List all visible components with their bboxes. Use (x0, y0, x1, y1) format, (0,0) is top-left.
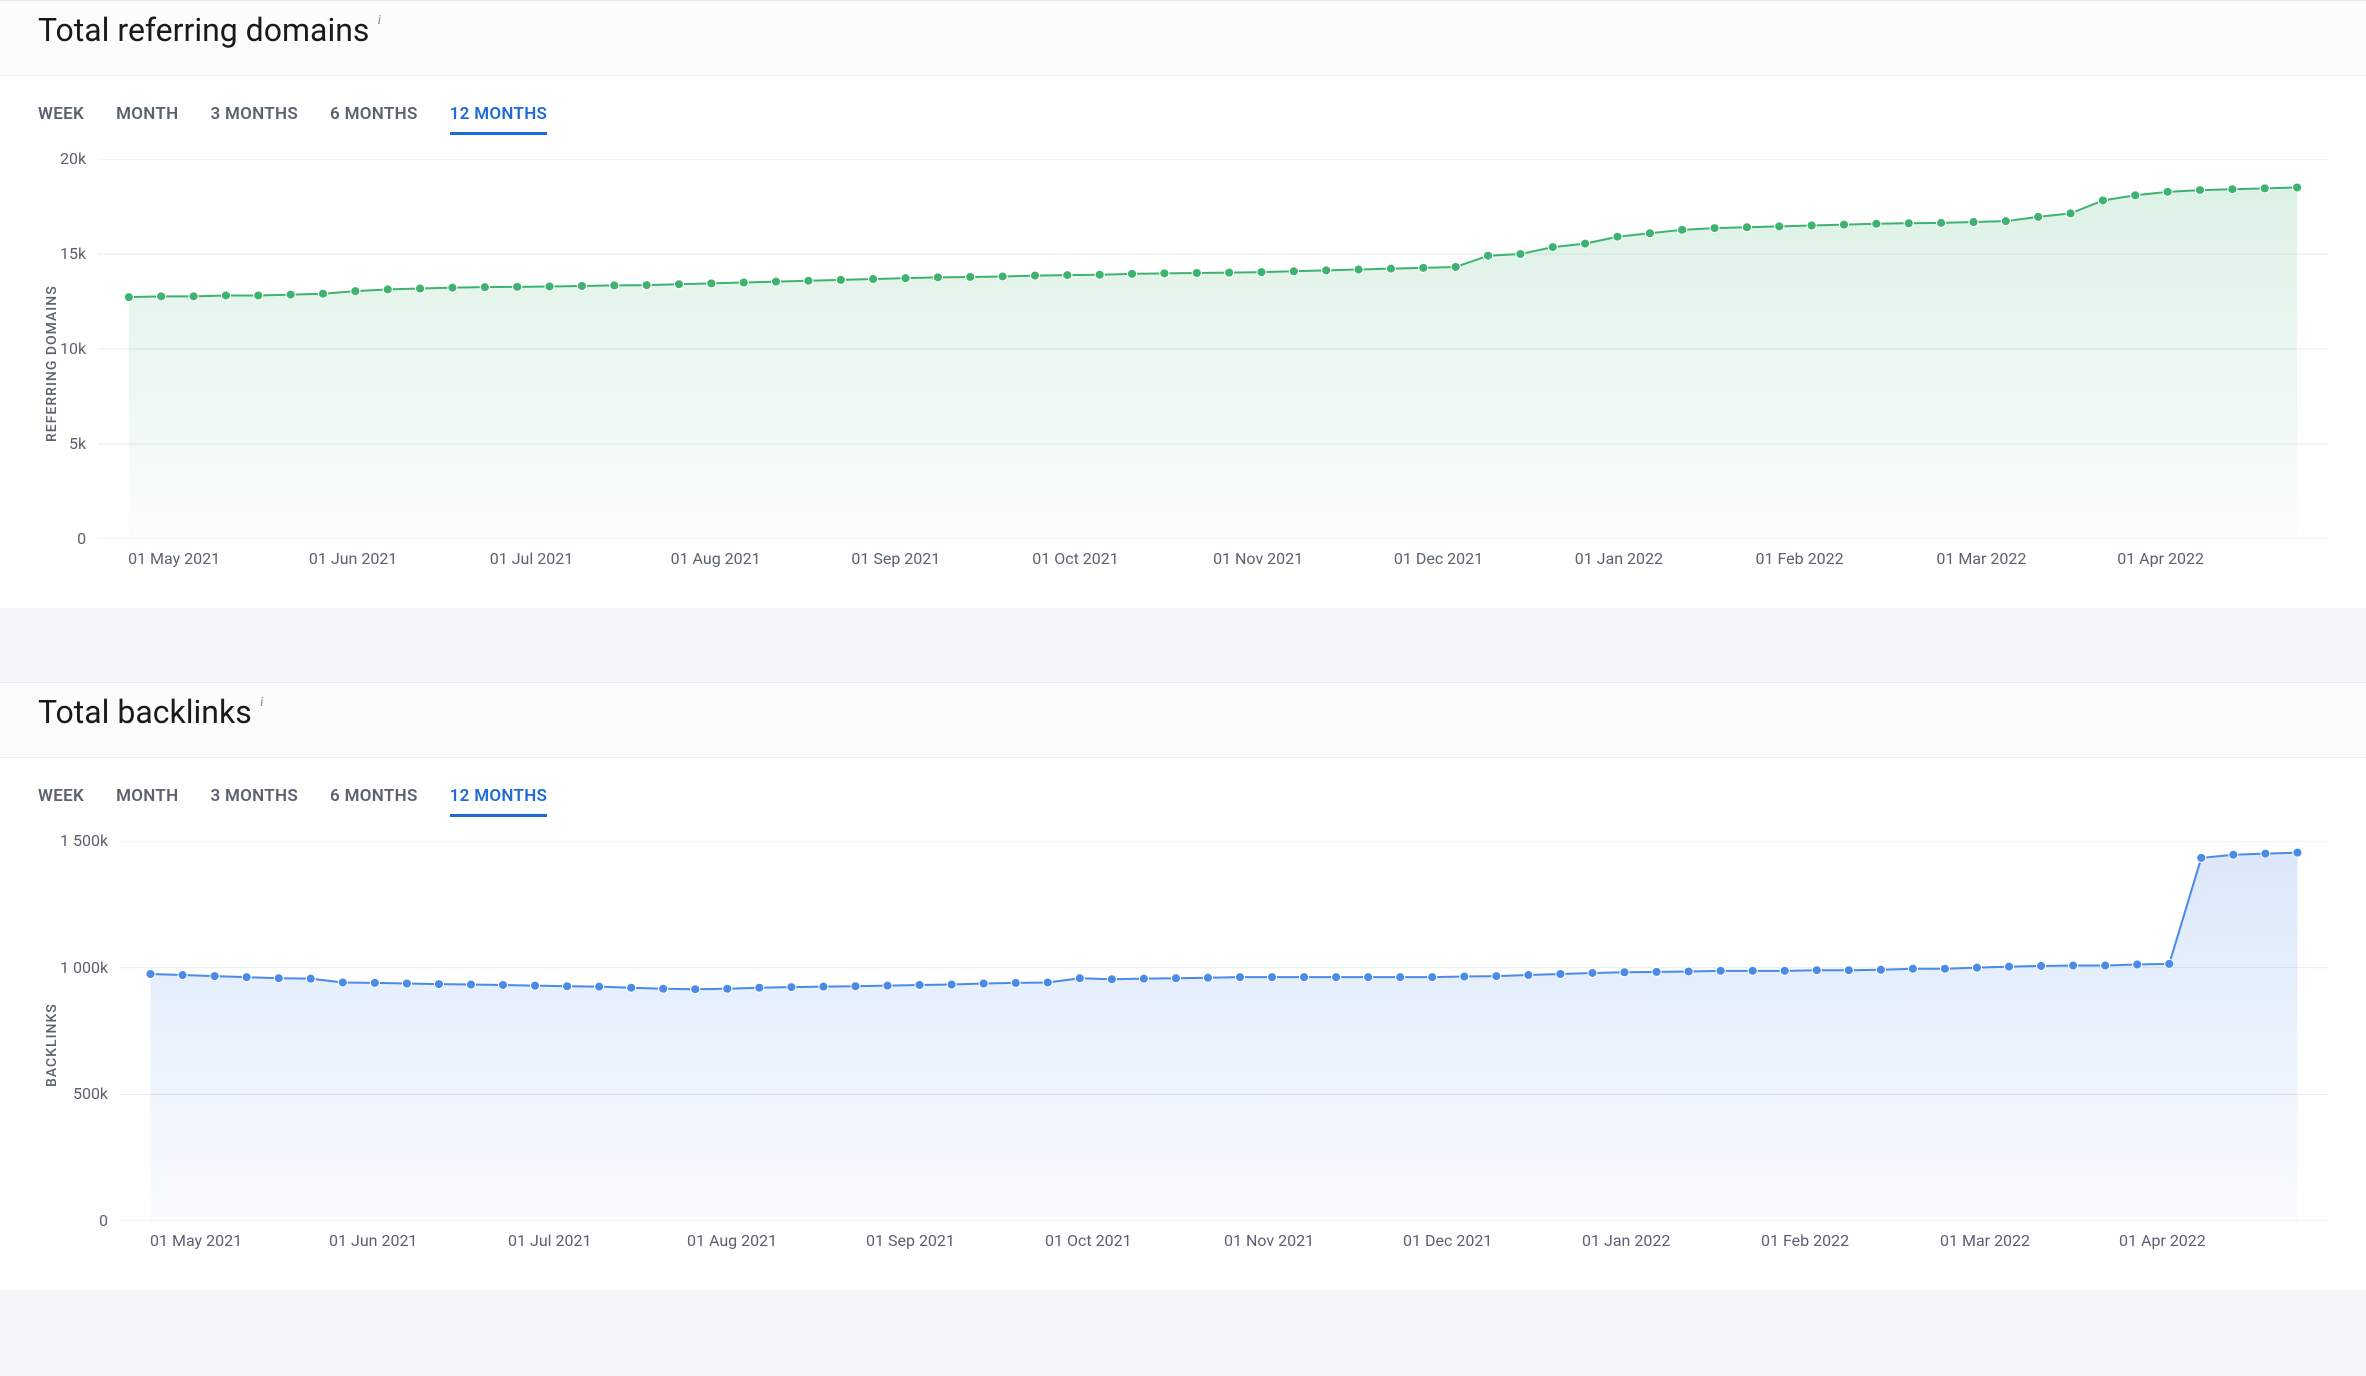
time-range-tab[interactable]: WEEK (38, 786, 84, 817)
backlinks-panel: Total backlinks i WEEK MONTH 3 MONTHS 6 MON… (0, 682, 2366, 1290)
x-tick-label: 01 Sep 2021 (851, 549, 1032, 568)
x-tick-label: 01 Dec 2021 (1403, 1231, 1582, 1250)
panel-header: Total backlinks i (0, 683, 2366, 758)
y-axis-ticks: 1 500k1 000k500k0 (60, 841, 120, 1221)
chart-zone: REFERRING DOMAINS 20k15k10k5k0 01 May 20… (38, 159, 2328, 568)
x-tick-label: 01 Mar 2022 (1940, 1231, 2119, 1250)
x-tick-label: 01 Mar 2022 (1936, 549, 2117, 568)
plot-area (120, 841, 2328, 1221)
time-range-tab[interactable]: 6 MONTHS (330, 104, 418, 135)
x-tick-label: 01 Nov 2021 (1213, 549, 1394, 568)
x-tick-label: 01 Feb 2022 (1756, 549, 1937, 568)
chart-zone: BACKLINKS 1 500k1 000k500k0 01 May 20210… (38, 841, 2328, 1250)
x-tick-label: 01 Apr 2022 (2117, 549, 2298, 568)
x-tick-label: 01 Jul 2021 (490, 549, 671, 568)
panel-title-text: Total backlinks (38, 693, 252, 731)
x-tick-label: 01 Aug 2021 (671, 549, 852, 568)
x-tick-label: 01 Apr 2022 (2119, 1231, 2298, 1250)
time-range-tab[interactable]: MONTH (116, 786, 178, 817)
panel-body: WEEK MONTH 3 MONTHS 6 MONTHS 12 MONTHS BACKL… (0, 758, 2366, 1290)
x-tick-label: 01 Oct 2021 (1045, 1231, 1224, 1250)
panel-title-text: Total referring domains (38, 11, 369, 49)
x-tick-label: 01 Aug 2021 (687, 1231, 866, 1250)
panel-body: WEEK MONTH 3 MONTHS 6 MONTHS 12 MONTHS REFER… (0, 76, 2366, 608)
time-range-tab[interactable]: 12 MONTHS (450, 104, 548, 135)
time-range-tab[interactable]: 3 MONTHS (210, 786, 298, 817)
time-range-tab[interactable]: 6 MONTHS (330, 786, 418, 817)
time-range-tab[interactable]: WEEK (38, 104, 84, 135)
panel-title: Total backlinks i (38, 693, 2328, 731)
x-tick-label: 01 Jun 2021 (309, 549, 490, 568)
plot-wrap: 01 May 202101 Jun 202101 Jul 202101 Aug … (120, 841, 2328, 1250)
x-axis-ticks: 01 May 202101 Jun 202101 Jul 202101 Aug … (98, 539, 2328, 568)
time-range-tab[interactable]: 3 MONTHS (210, 104, 298, 135)
section-spacer (0, 608, 2366, 682)
plot-area (98, 159, 2328, 539)
x-tick-label: 01 Nov 2021 (1224, 1231, 1403, 1250)
plot-wrap: 01 May 202101 Jun 202101 Jul 202101 Aug … (98, 159, 2328, 568)
x-tick-label: 01 May 2021 (150, 1231, 329, 1250)
time-range-tabs: WEEK MONTH 3 MONTHS 6 MONTHS 12 MONTHS (38, 104, 2328, 135)
x-tick-label: 01 Dec 2021 (1394, 549, 1575, 568)
panel-header: Total referring domains i (0, 1, 2366, 76)
panel-title: Total referring domains i (38, 11, 2328, 49)
time-range-tab[interactable]: MONTH (116, 104, 178, 135)
x-tick-label: 01 Oct 2021 (1032, 549, 1213, 568)
x-tick-label: 01 Feb 2022 (1761, 1231, 1940, 1250)
time-range-tab[interactable]: 12 MONTHS (450, 786, 548, 817)
x-tick-label: 01 Jun 2021 (329, 1231, 508, 1250)
x-tick-label: 01 May 2021 (128, 549, 309, 568)
info-icon[interactable]: i (377, 13, 381, 29)
x-tick-label: 01 Jan 2022 (1582, 1231, 1761, 1250)
y-axis-title: REFERRING DOMAINS (38, 159, 60, 568)
info-icon[interactable]: i (260, 695, 264, 711)
y-axis-title: BACKLINKS (38, 841, 60, 1250)
x-tick-label: 01 Jan 2022 (1575, 549, 1756, 568)
x-axis-ticks: 01 May 202101 Jun 202101 Jul 202101 Aug … (120, 1221, 2328, 1250)
x-tick-label: 01 Jul 2021 (508, 1231, 687, 1250)
x-tick-label: 01 Sep 2021 (866, 1231, 1045, 1250)
y-axis-ticks: 20k15k10k5k0 (60, 159, 98, 539)
time-range-tabs: WEEK MONTH 3 MONTHS 6 MONTHS 12 MONTHS (38, 786, 2328, 817)
referring-domains-panel: Total referring domains i WEEK MONTH 3 MON… (0, 0, 2366, 608)
